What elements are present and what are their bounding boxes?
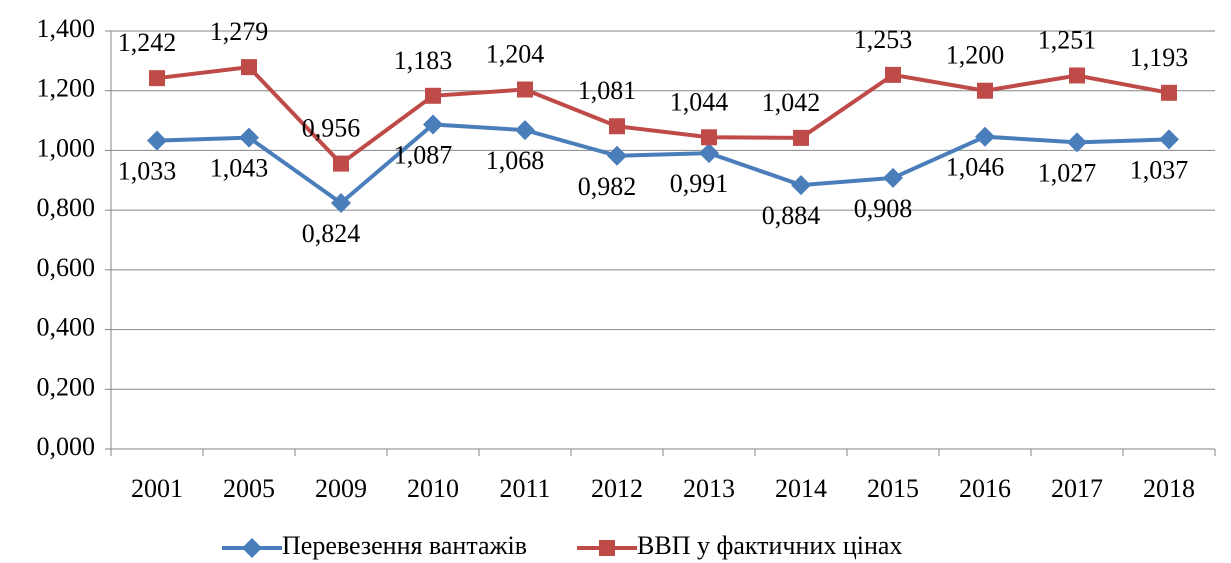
data-label: 0,908	[854, 194, 913, 223]
marker	[701, 129, 717, 146]
marker	[1069, 67, 1085, 84]
marker	[423, 114, 443, 135]
data-label: 1,183	[394, 46, 453, 75]
data-label: 0,956	[302, 114, 361, 143]
legend-label: ВВП у фактичних цінах	[637, 531, 902, 560]
marker	[793, 129, 809, 146]
marker	[791, 175, 811, 196]
x-tick-label: 2017	[1051, 474, 1103, 503]
data-label: 0,991	[670, 169, 729, 198]
marker	[1067, 132, 1087, 153]
x-tick-label: 2013	[683, 474, 735, 503]
data-label: 1,046	[946, 153, 1005, 182]
y-tick-label: 1,400	[37, 14, 96, 43]
x-tick-label: 2018	[1143, 474, 1195, 503]
marker	[425, 87, 441, 104]
data-label: 1,242	[118, 28, 177, 57]
data-label: 1,200	[946, 41, 1005, 70]
data-label: 1,043	[210, 154, 269, 183]
y-tick-label: 0,600	[37, 253, 96, 282]
marker	[885, 66, 901, 83]
series-line	[156, 65, 1170, 167]
x-tick-label: 2014	[775, 474, 827, 503]
data-label: 1,253	[854, 25, 913, 54]
y-tick-label: 0,000	[37, 432, 96, 461]
marker	[331, 192, 351, 213]
marker	[241, 59, 257, 76]
data-label: 0,824	[302, 219, 361, 248]
marker	[599, 540, 616, 556]
series-line	[156, 122, 1170, 206]
y-tick-label: 0,200	[37, 372, 96, 401]
marker	[883, 167, 903, 188]
legend-label: Перевезення вантажів	[282, 531, 527, 560]
data-label: 1,068	[486, 146, 545, 175]
x-tick-label: 2015	[867, 474, 919, 503]
marker	[1161, 84, 1177, 101]
marker	[242, 538, 262, 558]
data-label: 1,081	[578, 76, 637, 105]
x-tick-label: 2016	[959, 474, 1011, 503]
y-tick-label: 1,200	[37, 74, 96, 103]
marker	[515, 120, 535, 141]
marker	[607, 145, 627, 166]
x-tick-label: 2011	[499, 474, 550, 503]
marker	[1159, 129, 1179, 150]
marker	[147, 130, 167, 151]
data-label: 1,042	[762, 88, 821, 117]
x-tick-label: 2001	[131, 474, 183, 503]
data-label: 1,087	[394, 140, 453, 169]
marker	[239, 127, 259, 148]
marker	[609, 118, 625, 135]
data-label: 1,027	[1038, 158, 1097, 187]
marker	[699, 143, 719, 164]
marker	[975, 126, 995, 147]
data-label: 1,044	[670, 87, 729, 116]
data-label: 1,193	[1130, 43, 1189, 72]
y-tick-label: 0,800	[37, 193, 96, 222]
x-tick-label: 2012	[591, 474, 643, 503]
marker	[977, 82, 993, 99]
data-label: 0,982	[578, 172, 637, 201]
marker	[149, 70, 165, 87]
y-tick-label: 1,000	[37, 133, 96, 162]
x-tick-label: 2005	[223, 474, 275, 503]
data-label: 1,037	[1130, 155, 1189, 184]
data-label: 0,884	[762, 201, 821, 230]
marker	[517, 81, 533, 98]
x-tick-label: 2010	[407, 474, 459, 503]
x-tick-label: 2009	[315, 474, 367, 503]
marker	[333, 155, 349, 172]
y-tick-label: 0,400	[37, 313, 96, 342]
data-label: 1,279	[210, 17, 269, 46]
data-label: 1,204	[486, 39, 545, 68]
data-label: 1,033	[118, 157, 177, 186]
data-label: 1,251	[1038, 25, 1097, 54]
